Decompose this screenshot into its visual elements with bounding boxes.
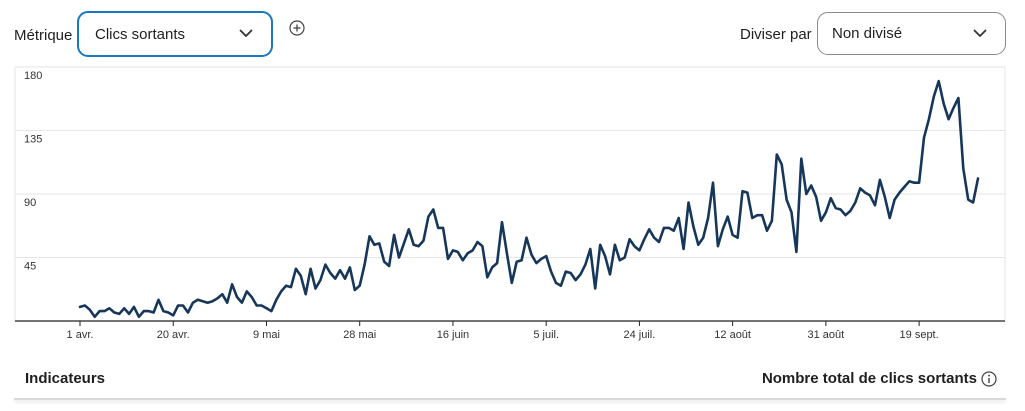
x-tick-label: 20 avr. xyxy=(157,329,190,341)
y-tick-label: 135 xyxy=(24,134,42,146)
line-chart: 180 135 90 45 1 avr. 20 avr. 9 mai 28 mai 16 jui… xyxy=(14,66,1006,341)
section-divider xyxy=(14,398,1006,400)
x-tick-label: 9 mai xyxy=(253,329,280,341)
chevron-down-icon xyxy=(239,29,253,37)
x-tick-label: 5 juil. xyxy=(533,329,559,341)
footer-title-total-clicks: Nombre total de clics sortants xyxy=(761,370,977,387)
chevron-down-icon xyxy=(973,29,987,37)
x-tick-label: 24 juil. xyxy=(624,329,656,341)
x-tick-label: 28 mai xyxy=(343,329,376,341)
x-tick-label: 1 avr. xyxy=(67,329,94,341)
metric-label: Métrique xyxy=(14,27,73,44)
x-tick-label: 19 sept. xyxy=(900,329,939,341)
y-tick-label: 45 xyxy=(24,261,36,273)
metric-dropdown[interactable]: Clics sortants xyxy=(77,11,273,57)
metric-dropdown-value: Clics sortants xyxy=(95,25,186,43)
y-tick-label: 90 xyxy=(24,197,36,209)
x-tick-label: 16 juin xyxy=(437,329,469,341)
y-tick-label: 180 xyxy=(24,70,42,82)
plus-circle-icon[interactable] xyxy=(289,20,305,36)
series-line xyxy=(78,79,980,319)
split-dropdown-value: Non divisé xyxy=(832,25,903,42)
split-label: Diviser par xyxy=(740,26,812,43)
x-tick-label: 12 août xyxy=(714,329,751,341)
x-tick-label: 31 août xyxy=(808,329,845,341)
split-dropdown[interactable]: Non divisé xyxy=(817,12,1006,55)
info-circle-icon[interactable] xyxy=(981,371,997,387)
footer-title-indicators: Indicateurs xyxy=(25,370,106,387)
